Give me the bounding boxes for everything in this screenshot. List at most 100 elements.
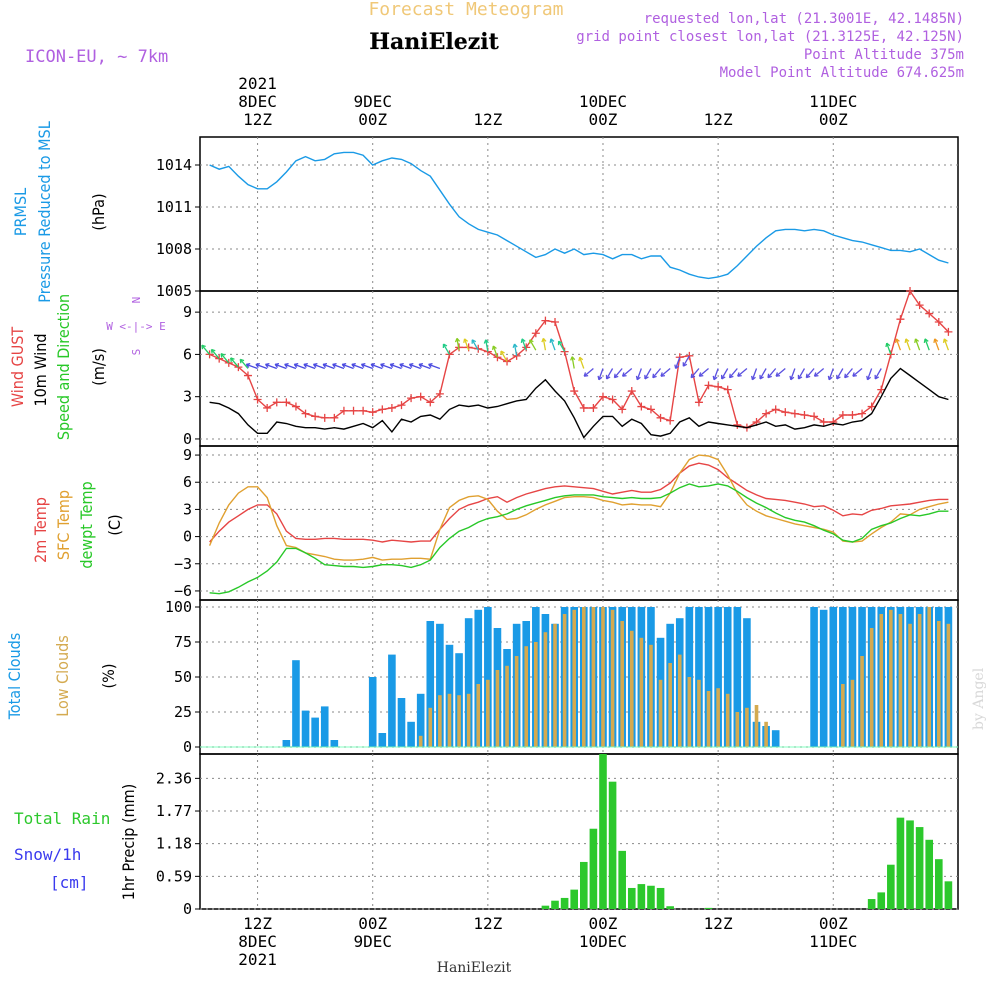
- precip-panel: 0 0.59 1.18 1.77 2.36: [156, 753, 959, 918]
- wind-arrow: [598, 368, 604, 380]
- wind-arrow: [579, 357, 585, 369]
- low-clouds-bar: [562, 614, 567, 747]
- wind-arrow: [828, 368, 834, 380]
- rain-bar: [579, 861, 588, 909]
- clouds-panel: 0 25 50 75 100: [165, 598, 959, 756]
- gust-point: [234, 363, 243, 372]
- gust-point: [426, 398, 435, 407]
- low-clouds-bar: [687, 677, 692, 747]
- low-clouds-bar: [476, 684, 481, 747]
- wind-arrow: [542, 338, 547, 351]
- wind-arrow-head: [454, 337, 461, 343]
- bottom-time-label: 12Z: [704, 914, 733, 933]
- low-clouds-bar: [764, 721, 768, 747]
- low-clouds-bar: [620, 621, 624, 747]
- wind-panel: 0 3 6 9: [183, 287, 959, 448]
- precip-ytick-label: 0: [183, 900, 192, 918]
- gust-point: [675, 353, 684, 362]
- wind-arrow-head: [874, 374, 880, 380]
- gust-point: [387, 403, 396, 412]
- rain-bar: [618, 850, 626, 909]
- wind-arrow: [814, 368, 825, 377]
- wind-arrow: [529, 339, 537, 351]
- wind-arrow-head: [775, 372, 781, 377]
- bottom-time-label: 10DEC: [579, 932, 627, 951]
- rain-bar: [656, 887, 665, 909]
- pressure-label-1: PRMSL: [11, 188, 30, 236]
- total-clouds-bar: [829, 607, 838, 747]
- gust-point: [819, 418, 828, 427]
- wind-arrow: [934, 338, 940, 351]
- wind-arrow-head: [463, 338, 469, 343]
- low-clouds-bar: [860, 656, 864, 747]
- low-clouds-bar: [745, 707, 749, 747]
- pressure-ytick-label: 1005: [156, 282, 192, 300]
- temp-label-sfc: SFC Temp: [54, 490, 73, 560]
- wind-arrow: [675, 357, 681, 369]
- gust-point: [771, 405, 780, 414]
- bottom-time-label: 8DEC: [238, 932, 277, 951]
- pressure-ytick-label: 1014: [156, 156, 192, 174]
- gust-point: [781, 408, 790, 417]
- gust-point: [704, 381, 713, 390]
- low-clouds-bar: [697, 679, 701, 747]
- precip-ytick-label: 1.18: [156, 835, 192, 853]
- gust-point: [330, 413, 339, 422]
- rain-bar: [637, 884, 646, 909]
- rain-bar: [944, 881, 953, 909]
- gust-point: [416, 392, 425, 401]
- clouds-ytick-label: 100: [165, 598, 192, 616]
- wind-arrow: [342, 363, 354, 370]
- gust-point: [359, 406, 368, 415]
- wind-arrow: [361, 363, 373, 370]
- rain-bar: [935, 859, 943, 909]
- wind-arrow: [399, 363, 412, 370]
- wind-arrow-head: [750, 375, 756, 381]
- precip-unit: 1hr Precip (mm): [119, 784, 138, 901]
- clouds-ytick-label: 75: [174, 633, 192, 651]
- chart-title: Forecast Meteogram: [368, 0, 563, 20]
- low-clouds-bar: [889, 609, 893, 747]
- total-clouds-bar: [771, 730, 780, 747]
- low-clouds-bar: [629, 630, 634, 747]
- low-clouds-bar: [639, 637, 644, 747]
- total-clouds-bar: [474, 609, 483, 747]
- temperature-ytick-label: 9: [183, 446, 192, 464]
- gust-point: [589, 403, 598, 412]
- wind-arrow-head: [557, 340, 563, 346]
- rain-bar: [608, 781, 617, 909]
- temp-label-dewpt: dewpt Temp: [77, 481, 96, 568]
- rain-bar: [541, 905, 550, 909]
- gust-point: [570, 387, 579, 396]
- wind-arrow: [606, 368, 614, 380]
- wind-arrow: [943, 338, 950, 351]
- wind-arrow-head: [274, 362, 280, 368]
- total-clouds-bar: [292, 660, 300, 747]
- rain-bar: [599, 754, 607, 909]
- rain-bar: [627, 887, 636, 909]
- low-clouds-bar: [524, 646, 529, 747]
- wind-arrow: [895, 338, 902, 351]
- wind-arrow-head: [759, 374, 764, 380]
- wind-arrow-head: [621, 372, 627, 377]
- wind-arrow-head: [578, 356, 584, 362]
- wind-arrow-head: [721, 374, 726, 380]
- clouds-ytick-label: 25: [174, 703, 192, 721]
- total-clouds-bar: [704, 607, 713, 747]
- clouds-unit: (%): [99, 664, 118, 689]
- wind-arrow: [210, 349, 220, 360]
- wind-arrow-head: [529, 339, 534, 344]
- bottom-time-label: 00Z: [589, 914, 618, 933]
- wind-arrow-head: [682, 362, 688, 367]
- rain-bar: [915, 827, 924, 909]
- wind-arrow-head: [904, 338, 910, 343]
- wind-arrow-head: [471, 339, 477, 344]
- precip-label-cm: [cm]: [50, 873, 89, 892]
- gust-point: [397, 401, 406, 410]
- low-clouds-bar: [927, 607, 932, 747]
- rain-bar: [647, 885, 655, 909]
- wind-arrow: [284, 363, 297, 370]
